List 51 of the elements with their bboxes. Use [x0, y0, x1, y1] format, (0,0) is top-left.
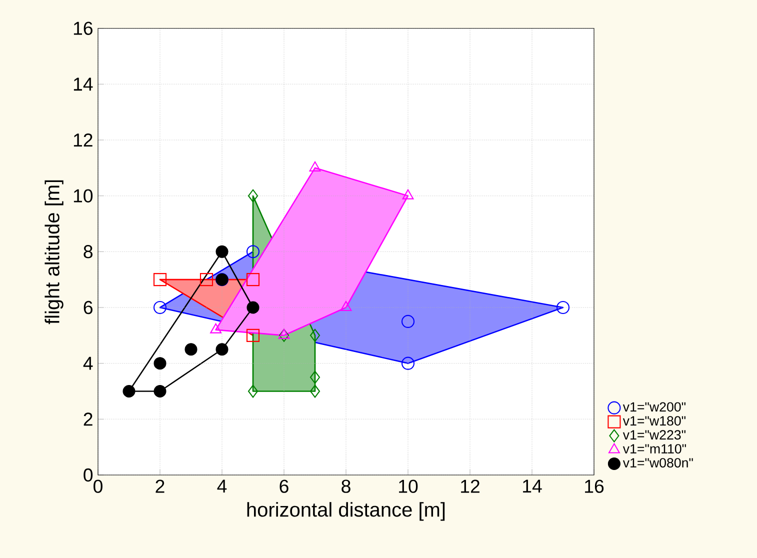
- point: [246, 328, 260, 342]
- point: [216, 343, 228, 356]
- point: [246, 301, 260, 314]
- point: [310, 384, 320, 398]
- point: [184, 343, 198, 356]
- point: [310, 370, 320, 384]
- legend-label: v1="m110": [622, 444, 686, 454]
- x-tick-label: 14: [523, 480, 542, 493]
- legend-label: v1="w200": [622, 402, 686, 412]
- y-tick-label: 10: [74, 189, 93, 202]
- point: [246, 245, 260, 258]
- point: [122, 384, 136, 398]
- point: [401, 314, 415, 328]
- point: [310, 328, 320, 342]
- point: [401, 356, 415, 370]
- point: [210, 323, 222, 334]
- x-tick-label: 10: [399, 480, 418, 493]
- y-tick-label: 14: [74, 78, 93, 91]
- x-tick-label: 4: [217, 480, 227, 493]
- x-tick-label: 16: [585, 480, 604, 493]
- x-tick-label: 6: [280, 480, 288, 493]
- point: [309, 161, 321, 172]
- legend-label: v1="w223": [622, 430, 686, 440]
- y-tick-label: 0: [84, 468, 93, 482]
- legend-label: v1="w180": [622, 416, 686, 426]
- x-tick-label: 8: [342, 480, 350, 493]
- legend-label: v1="w080n": [622, 458, 693, 468]
- y-tick-label: 12: [74, 133, 92, 147]
- point: [556, 300, 570, 314]
- x-tick-label: 0: [94, 480, 102, 493]
- point: [153, 300, 167, 314]
- point: [200, 273, 214, 286]
- y-tick-label: 8: [84, 245, 92, 258]
- y-tick-label: 16: [74, 22, 92, 35]
- point: [402, 189, 414, 200]
- point: [340, 300, 352, 312]
- point: [216, 245, 228, 258]
- x-tick-label: 12: [461, 480, 480, 493]
- point: [248, 384, 258, 398]
- y-tick-label: 2: [84, 412, 92, 426]
- point: [278, 328, 290, 342]
- point: [246, 273, 260, 286]
- point: [154, 357, 166, 370]
- point: [154, 384, 166, 398]
- x-tick-label: 2: [156, 480, 164, 493]
- point: [153, 273, 167, 286]
- x-axis-title: horizontal distance [m]: [247, 502, 445, 521]
- y-axis-title: flight altitude [m]: [44, 180, 64, 324]
- point: [248, 189, 258, 202]
- y-tick-label: 6: [84, 300, 92, 314]
- y-tick-label: 4: [83, 356, 93, 370]
